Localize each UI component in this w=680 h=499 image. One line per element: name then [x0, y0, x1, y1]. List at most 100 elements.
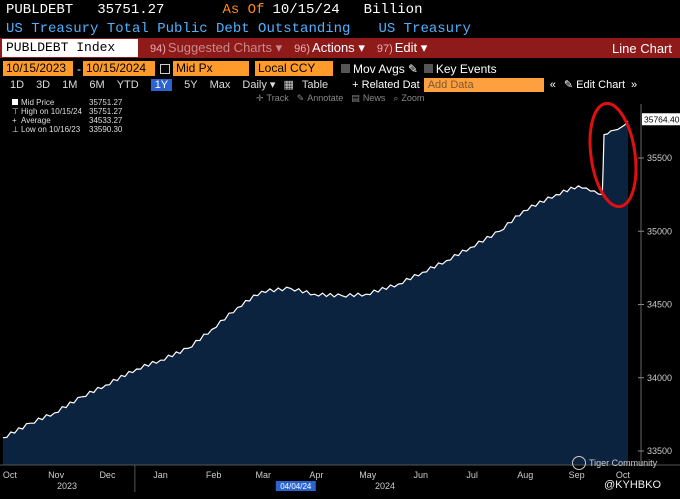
mid-price-line[interactable]	[2, 120, 629, 439]
frequency-label: Daily	[242, 79, 267, 91]
actions-label: Actions	[312, 40, 355, 55]
legend-average-label: Average	[21, 116, 51, 125]
suggested-num: 94)	[150, 43, 166, 55]
period-3d[interactable]: 3D	[36, 78, 51, 91]
chevron-down-icon: ▾	[275, 40, 283, 55]
debt-area-chart[interactable]: 33500 34000 34500 35000 35500 Oct Nov Dec Jan Fe…	[0, 92, 680, 499]
x-month-label: Jul	[466, 470, 478, 480]
edit-menu[interactable]: 97) Edit ▾	[377, 40, 427, 56]
x-month-label: Jun	[414, 470, 429, 480]
legend-mid-label: Mid Price	[21, 98, 55, 107]
calendar-icon[interactable]	[160, 63, 170, 74]
x-month-label: Aug	[517, 470, 533, 480]
add-data-input[interactable]: Add Data	[423, 77, 544, 92]
data-source: US Treasury	[378, 21, 471, 37]
title-row: PUBLDEBT 35751.27 As Of 10/15/24 Billion	[0, 0, 680, 20]
crosshair-icon[interactable]: ✛	[256, 92, 264, 103]
legend-row-low: ⊥ Low on 10/16/23 33590.30	[12, 125, 122, 134]
cursor-date-bg	[275, 481, 316, 491]
toolbar: 10/15/2023 - 10/15/2024 Mid Px Local CCY…	[0, 60, 680, 77]
actions-menu[interactable]: 96) Actions ▾	[294, 40, 365, 56]
track-button[interactable]: Track	[266, 93, 289, 103]
x-year-label: 2024	[375, 481, 395, 491]
tiger-logo-icon	[572, 456, 586, 470]
table-button[interactable]: Table	[301, 78, 329, 91]
y-tick-label: 34000	[647, 373, 672, 383]
chart-type-icon[interactable]: ▦	[283, 79, 294, 91]
start-date-input[interactable]: 10/15/2023	[3, 61, 73, 76]
annotate-icon[interactable]: ✎	[296, 92, 305, 103]
pencil-icon: ✎	[563, 79, 574, 91]
cursor-date-label: 04/04/24	[280, 482, 312, 491]
last-value: 35751.27	[97, 2, 165, 18]
key-events-label: Key Events	[435, 61, 497, 76]
menu-bar: PUBLDEBT Index 94) Suggested Charts ▾ 96)…	[0, 38, 680, 58]
ticker-symbol: PUBLDEBT	[6, 2, 74, 18]
chevron-down-icon: ▾	[420, 40, 428, 55]
period-1y[interactable]: 1Y	[150, 78, 173, 91]
news-button[interactable]: News	[362, 93, 386, 103]
x-month-label: Feb	[206, 470, 222, 480]
index-field[interactable]: PUBLDEBT Index	[2, 39, 138, 57]
highlight-circle	[588, 101, 638, 209]
as-of-label: As Of	[222, 2, 265, 18]
frequency-select[interactable]: Daily ▾	[242, 79, 276, 91]
field-select[interactable]: Mid Px	[173, 61, 249, 76]
x-month-label: May	[359, 470, 377, 480]
community-watermark: Tiger Community	[572, 456, 657, 470]
y-tick-label: 34500	[647, 300, 672, 310]
legend-high-value: 35751.27	[89, 107, 123, 116]
y-tick-label: 33500	[647, 446, 672, 456]
legend-row-average: + Average 34533.27	[12, 116, 122, 125]
period-5y[interactable]: 5Y	[184, 78, 198, 91]
annotate-button[interactable]: Annotate	[307, 93, 344, 103]
x-month-label: Oct	[3, 470, 18, 480]
chart-type-label[interactable]: Line Chart	[612, 40, 672, 56]
x-month-label: Dec	[99, 470, 116, 480]
end-date-input[interactable]: 10/15/2024	[83, 61, 155, 76]
chart-tools: ✛ Track ✎ Annotate ▤ News ⌕ Zoom	[0, 92, 680, 104]
legend-high-label: High on 10/15/24	[21, 107, 82, 116]
period-6m[interactable]: 6M	[89, 78, 105, 91]
pencil-icon[interactable]: ✎	[407, 61, 418, 76]
period-max[interactable]: Max	[209, 78, 231, 91]
period-1m[interactable]: 1M	[62, 78, 78, 91]
key-events-checkbox[interactable]	[423, 64, 433, 73]
related-data-button[interactable]: + Related Dat	[352, 78, 420, 91]
currency-select[interactable]: Local CCY	[255, 61, 333, 76]
mid-price-area	[3, 121, 628, 465]
legend-row-mid: Mid Price 35751.27	[12, 98, 122, 107]
news-icon[interactable]: ▤	[351, 92, 360, 103]
expand-icon[interactable]: »	[631, 78, 638, 91]
legend-low-label: Low on 10/16/23	[21, 125, 81, 134]
last-price-tag: 35764.40	[644, 114, 680, 124]
high-marker-icon: ⊤	[12, 107, 19, 116]
chart-legend: Mid Price 35751.27 ⊤ High on 10/15/24 35751…	[12, 98, 122, 134]
legend-swatch	[12, 99, 18, 105]
mov-avgs-checkbox[interactable]	[341, 64, 350, 73]
x-month-label: Sep	[569, 470, 585, 480]
period-bar: 1D 3D 1M 6M YTD 1Y 5Y Max Daily ▾ ▦ Tabl…	[0, 77, 680, 92]
x-month-label: Jan	[153, 470, 168, 480]
period-1d[interactable]: 1D	[10, 78, 25, 91]
x-month-label: Mar	[256, 470, 272, 480]
y-tick-label: 35500	[647, 153, 672, 163]
legend-row-high: ⊤ High on 10/15/24 35751.27	[12, 107, 122, 116]
collapse-icon[interactable]: «	[549, 78, 556, 91]
period-ytd[interactable]: YTD	[116, 78, 139, 91]
legend-average-value: 34533.27	[89, 116, 123, 125]
x-month-label: Oct	[616, 470, 631, 480]
edit-num: 97)	[376, 43, 393, 55]
community-text: Tiger Community	[589, 458, 658, 468]
suggested-charts-menu[interactable]: 94) Suggested Charts ▾	[150, 40, 282, 56]
legend-mid-value: 35751.27	[89, 98, 123, 107]
y-tick-label: 35000	[647, 226, 672, 236]
legend-low-value: 33590.30	[89, 125, 123, 134]
date-separator: -	[77, 61, 81, 76]
x-month-label: Apr	[309, 470, 323, 480]
x-month-label: Nov	[48, 470, 65, 480]
zoom-icon[interactable]: ⌕	[393, 92, 399, 103]
zoom-button[interactable]: Zoom	[401, 93, 425, 103]
suggested-label: Suggested Charts	[167, 40, 272, 55]
edit-chart-button[interactable]: ✎ Edit Chart	[564, 78, 625, 91]
